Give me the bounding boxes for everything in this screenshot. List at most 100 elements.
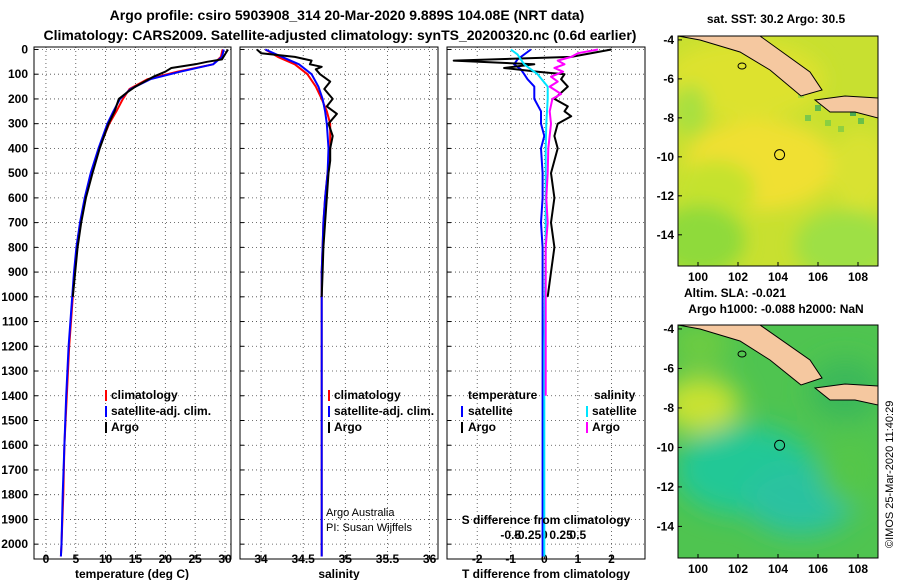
- x-tick-label: -2: [472, 552, 483, 566]
- sst-cool-patch-3: [678, 85, 708, 135]
- x-tick-label: 5: [72, 552, 79, 566]
- sst-cool-patch-1: [678, 205, 745, 266]
- sla-color-field: [678, 325, 878, 535]
- depth-tick-label: 0: [21, 42, 28, 56]
- difference-panel: -2 -1 0 1 2 -0.5-0.25 0 0.250.5 T difference f…: [446, 46, 646, 580]
- series-line-red: [59, 49, 224, 557]
- sst-warm-east: [830, 130, 878, 210]
- secondary-x-tick-label: -0.5: [500, 528, 521, 542]
- series-line-blue: [264, 48, 330, 557]
- legend-salinity-heading: salinity: [594, 388, 636, 402]
- sst-pixel: [805, 115, 811, 121]
- temperature-x-tick-labels: 0 5 10 15 20 25 30: [43, 552, 232, 566]
- sst-map-field: [678, 36, 878, 266]
- legend-argo-label: Argo: [334, 420, 362, 434]
- map-y-tick-label: -6: [663, 72, 674, 86]
- depth-tick-label: 500: [8, 166, 28, 180]
- sst-cool-patch-2: [795, 210, 878, 266]
- map-x-tick-label: 100: [688, 562, 708, 576]
- x-tick-label: 36: [423, 552, 437, 566]
- difference-series: [452, 48, 612, 557]
- depth-tick-label: 900: [8, 265, 28, 279]
- map-x-tick-label: 106: [808, 270, 828, 284]
- salinity-difference-axis-label: S difference from climatology: [462, 513, 631, 527]
- depth-tick-label: 1600: [1, 438, 28, 452]
- depth-tick-label: 300: [8, 117, 28, 131]
- series-line-cyan: [510, 48, 549, 557]
- depth-tick-label: 1700: [1, 463, 28, 477]
- temperature-series: [59, 48, 229, 557]
- salinity-series: [256, 48, 338, 557]
- difference-axes-frame: [446, 46, 646, 560]
- header-line-1: Argo profile: csiro 5903908_314 20-Mar-2…: [110, 7, 585, 23]
- depth-tick-label: 200: [8, 92, 28, 106]
- secondary-x-tick-label: 0.25: [549, 528, 573, 542]
- map-x-tick-label: 102: [728, 562, 748, 576]
- depth-tick-label: 1000: [1, 290, 28, 304]
- island-outline: [737, 350, 747, 358]
- depth-tick-label: 1400: [1, 389, 28, 403]
- x-tick-label: 20: [159, 552, 173, 566]
- map-y-tick-label: -4: [663, 322, 674, 336]
- sla-mid-patch: [820, 435, 878, 505]
- sst-map: sat. SST: 30.2 Argo: 30.5: [657, 12, 879, 284]
- map-x-tick-label: 108: [848, 270, 868, 284]
- credit-line-1: Argo Australia: [326, 507, 395, 519]
- sla-nw-patch: [678, 325, 730, 365]
- legend-argo-label: Argo: [111, 420, 139, 434]
- sla-map-subtitle: Argo h1000: -0.088 h2000: NaN: [688, 302, 863, 316]
- sst-mid-patch: [678, 160, 755, 220]
- sst-map-ticks: 100 102 104 106 108 -4 -6 -8 -10 -12 -14: [657, 33, 869, 284]
- series-line-blue: [59, 49, 225, 557]
- sst-color-field: [678, 40, 878, 266]
- sla-map: Altim. SLA: -0.021 Argo h1000: -0.088 h2…: [657, 286, 879, 576]
- difference-x-tick-labels: -2 -1 0 1 2: [472, 552, 615, 566]
- x-tick-label: 34.5: [292, 552, 316, 566]
- sst-map-title: sat. SST: 30.2 Argo: 30.5: [707, 12, 846, 26]
- float-position-marker: [774, 149, 786, 161]
- map-y-tick-label: -10: [657, 440, 675, 454]
- legend-satellite-label: satellite-adj. clim.: [334, 404, 434, 418]
- salinity-axes-frame: [239, 46, 439, 560]
- x-tick-label: 35.5: [376, 552, 400, 566]
- depth-tick-label: 1200: [1, 339, 28, 353]
- temperature-legend: climatology satellite-adj. clim. Argo: [105, 388, 211, 434]
- x-tick-label: 0: [43, 552, 50, 566]
- map-x-tick-label: 100: [688, 270, 708, 284]
- sst-pixel: [850, 110, 856, 116]
- map-y-tick-label: -4: [663, 33, 674, 47]
- difference-grid: [447, 47, 645, 559]
- sla-map-title: Altim. SLA: -0.021: [684, 286, 786, 300]
- map-y-tick-label: -14: [657, 519, 675, 533]
- depth-tick-label: 700: [8, 216, 28, 230]
- map-y-tick-label: -12: [657, 189, 675, 203]
- map-x-tick-label: 108: [848, 562, 868, 576]
- float-position-marker: [774, 439, 786, 451]
- series-line-black: [71, 48, 229, 297]
- series-line-blue: [513, 48, 546, 557]
- temperature-x-axis-label: temperature (deg C): [75, 567, 189, 580]
- x-tick-label: 10: [99, 552, 113, 566]
- temperature-axes-frame: [33, 46, 232, 560]
- x-tick-label: 25: [189, 552, 203, 566]
- map-x-tick-label: 104: [768, 270, 788, 284]
- depth-tick-label: 100: [8, 67, 28, 81]
- legend-satellite-label: satellite-adj. clim.: [111, 404, 211, 418]
- legend-t-argo-label: Argo: [468, 420, 496, 434]
- island-outline: [737, 62, 747, 70]
- x-tick-label: 35: [339, 552, 353, 566]
- credit-line-2: PI: Susan Wijffels: [326, 522, 412, 534]
- x-tick-label: 15: [129, 552, 143, 566]
- salinity-x-tick-labels: 34 34.5 35 35.5 36: [254, 552, 436, 566]
- temperature-panel: 0100200300400500600700800900100011001200…: [1, 42, 232, 580]
- sumatra-land: [678, 325, 823, 386]
- secondary-x-tick-label: -0.25: [514, 528, 542, 542]
- salinity-difference-tick-labels: -0.5-0.25 0 0.250.5: [500, 528, 586, 542]
- depth-tick-label: 1500: [1, 413, 28, 427]
- depth-tick-label: 1900: [1, 512, 28, 526]
- x-tick-label: 34: [254, 552, 268, 566]
- depth-tick-label: 600: [8, 191, 28, 205]
- map-y-tick-label: -14: [657, 228, 675, 242]
- legend-climatology-label: climatology: [334, 388, 401, 402]
